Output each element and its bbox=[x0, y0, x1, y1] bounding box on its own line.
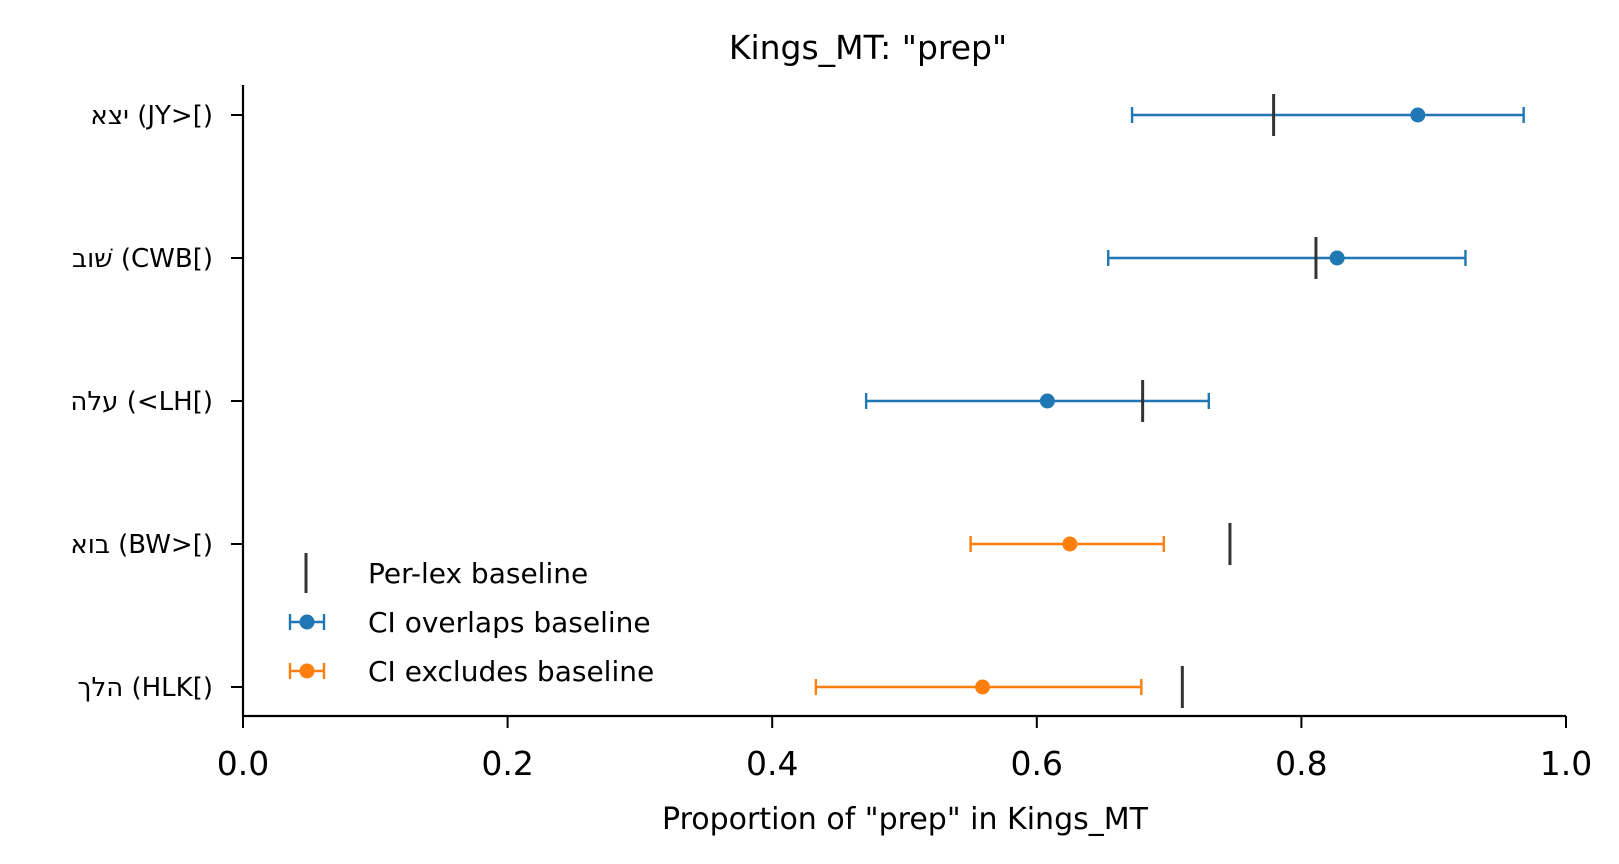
y-tick-label: עלה (<LH[) bbox=[70, 387, 213, 417]
x-axis-label: Proportion of "prep" in Kings_MT bbox=[662, 802, 1149, 837]
estimate-point bbox=[1410, 107, 1426, 123]
legend-point bbox=[299, 614, 315, 630]
plot-area bbox=[814, 94, 1525, 708]
y-tick-label: הלך (HLK[) bbox=[77, 673, 213, 703]
legend-point bbox=[299, 663, 315, 679]
estimate-point bbox=[975, 679, 991, 695]
estimate-point bbox=[1039, 393, 1055, 409]
y-tick-label: יצא (JY>[) bbox=[90, 101, 213, 131]
x-tick-label: 1.0 bbox=[1540, 744, 1592, 783]
legend-label: CI excludes baseline bbox=[368, 655, 654, 688]
x-tick-label: 0.6 bbox=[1011, 744, 1063, 783]
estimate-point bbox=[1329, 250, 1345, 266]
x-tick-label: 0.4 bbox=[746, 744, 798, 783]
legend-label: Per-lex baseline bbox=[368, 557, 588, 590]
legend-label: CI overlaps baseline bbox=[368, 606, 651, 639]
y-ticks: יצא (JY>[) שׁוב (CWB[) עלה (<LH[) בוא (BW>[… bbox=[70, 101, 243, 703]
chart-title: Kings_MT: "prep" bbox=[729, 28, 1007, 67]
x-tick-label: 0.2 bbox=[481, 744, 533, 783]
y-tick-label: שׁוב (CWB[) bbox=[72, 244, 213, 274]
x-ticks: 0.0 0.2 0.4 0.6 0.8 1.0 bbox=[217, 716, 1592, 783]
y-tick-label: בוא (BW>[) bbox=[70, 530, 213, 560]
legend: Per-lex baseline CI overlaps baseline CI e… bbox=[288, 553, 654, 688]
estimate-point bbox=[1062, 536, 1078, 552]
x-tick-label: 0.0 bbox=[217, 744, 269, 783]
x-tick-label: 0.8 bbox=[1275, 744, 1327, 783]
